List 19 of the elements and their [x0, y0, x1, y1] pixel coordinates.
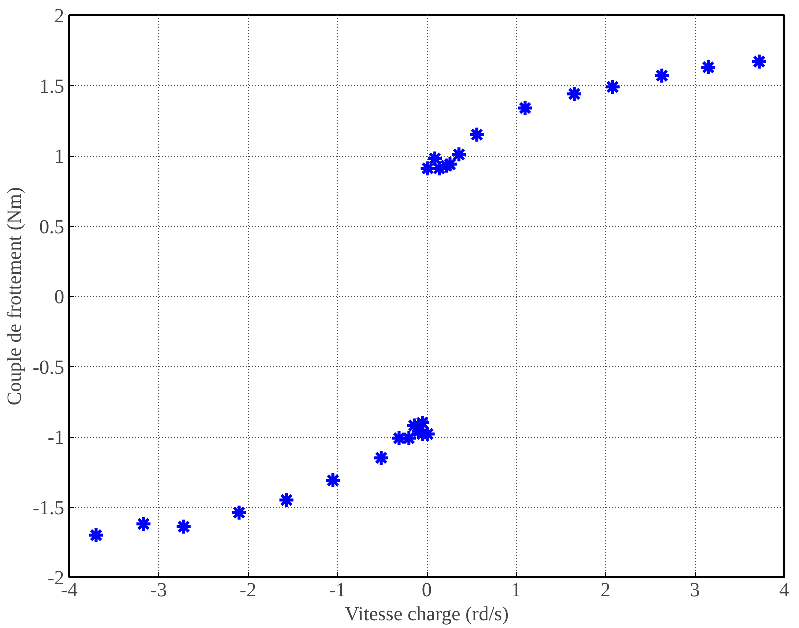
y-axis-title: Couple de frottement (Nm)	[4, 187, 26, 406]
x-tick-label: 4	[780, 580, 790, 602]
x-tick-label: 0	[422, 580, 432, 602]
y-tick-label: -1	[48, 427, 65, 449]
y-tick-label: 1	[54, 146, 64, 168]
x-tick-label: -4	[61, 580, 78, 602]
x-tick-label: -3	[150, 580, 168, 602]
x-tick-label: 2	[600, 580, 611, 602]
x-tick-label: 1	[511, 580, 522, 602]
y-tick-label: 2	[54, 6, 64, 28]
y-tick-label: 1.5	[40, 76, 64, 98]
y-tick-label: 0.5	[40, 216, 64, 238]
x-axis-title: Vitesse charge (rd/s)	[345, 604, 509, 626]
y-tick-label: -1.5	[32, 497, 65, 520]
y-tick-label: -0.5	[32, 356, 65, 379]
y-tick-label: 0	[54, 286, 64, 308]
x-tick-label: 3	[690, 580, 700, 602]
x-tick-label: -1	[329, 580, 346, 602]
x-tick-label: -2	[240, 580, 257, 602]
